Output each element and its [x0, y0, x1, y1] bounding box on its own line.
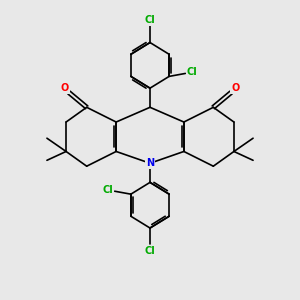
Text: Cl: Cl	[145, 246, 155, 256]
Text: N: N	[146, 158, 154, 168]
Text: O: O	[61, 83, 69, 93]
Text: Cl: Cl	[186, 67, 197, 77]
Text: Cl: Cl	[103, 185, 114, 195]
Text: Cl: Cl	[145, 15, 155, 25]
Text: O: O	[231, 83, 239, 93]
